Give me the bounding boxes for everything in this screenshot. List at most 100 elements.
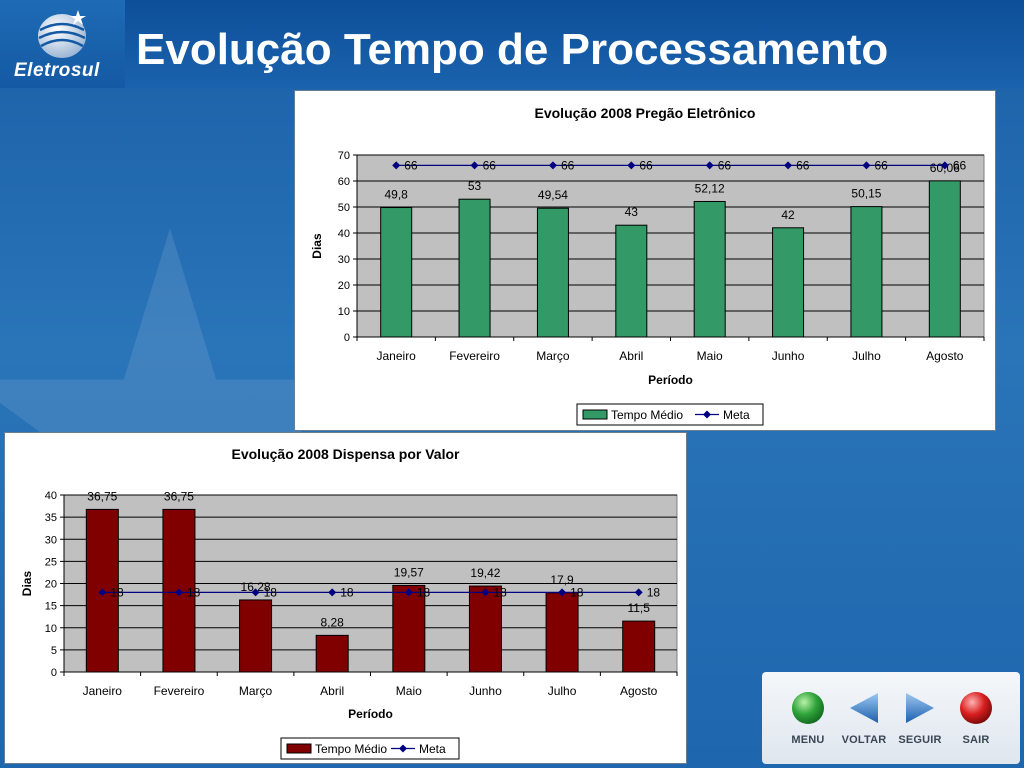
- bar-value-label: 17,9: [550, 573, 574, 587]
- y-tick-label: 10: [45, 623, 57, 635]
- y-tick-label: 60: [338, 176, 350, 188]
- x-tick-label: Março: [536, 349, 570, 363]
- y-tick-label: 10: [338, 306, 350, 318]
- bar-value-label: 16,28: [241, 580, 271, 594]
- x-tick-label: Abril: [320, 684, 344, 698]
- bar: [239, 599, 273, 673]
- x-tick-label: Junho: [772, 349, 805, 363]
- y-tick-label: 15: [45, 601, 57, 613]
- header-bar: Eletrosul Evolução Tempo de Processament…: [0, 0, 1024, 88]
- meta-value-label: 18: [493, 585, 507, 599]
- red-ball-icon: [960, 692, 992, 724]
- globe-icon: [38, 10, 86, 58]
- bar-value-label: 19,42: [470, 566, 500, 580]
- x-tick-label: Abril: [619, 349, 643, 363]
- triangle-right-icon: [906, 693, 934, 723]
- chart-pregao: Evolução 2008 Pregão Eletrônico 0 10 20 30 40…: [310, 105, 985, 426]
- legend-label-bar: Tempo Médio: [611, 408, 683, 422]
- legend-swatch-bar: [286, 743, 312, 754]
- bar-value-label: 52,12: [695, 181, 725, 195]
- meta-value-label: 18: [187, 585, 201, 599]
- meta-value-label: 18: [570, 585, 584, 599]
- y-tick-label: 20: [45, 579, 57, 591]
- x-tick-label: Julho: [852, 349, 881, 363]
- legend-swatch-marker: [399, 744, 407, 753]
- meta-value-label: 66: [796, 158, 810, 172]
- bar: [458, 198, 491, 338]
- y-tick-label: 30: [45, 534, 57, 546]
- y-tick-label: 30: [338, 254, 350, 266]
- legend-box: [576, 403, 764, 426]
- meta-point: [548, 161, 557, 170]
- chart-title: Evolução 2008 Pregão Eletrônico: [535, 105, 756, 121]
- meta-point: [627, 161, 636, 170]
- x-tick-label: Janeiro: [377, 349, 417, 363]
- meta-point: [481, 588, 490, 597]
- x-tick-label: Agosto: [620, 684, 658, 698]
- y-tick-label: 50: [338, 202, 350, 214]
- bar: [928, 180, 961, 338]
- bar-value-label: 43: [625, 205, 639, 219]
- bar: [392, 584, 426, 673]
- logo: Eletrosul: [0, 0, 125, 88]
- exit-button[interactable]: SAIR: [946, 690, 1006, 750]
- forward-label: SEGUIR: [898, 734, 942, 746]
- bar-value-label: 53: [468, 179, 482, 193]
- legend-swatch-marker: [703, 410, 711, 419]
- meta-value-label: 18: [110, 585, 124, 599]
- meta-value-label: 18: [264, 585, 278, 599]
- y-axis-label: Dias: [20, 571, 34, 597]
- bar: [693, 200, 726, 338]
- chart-dispensa: Evolução 2008 Dispensa por Valor 0 5 10 15 20…: [20, 446, 678, 760]
- legend-label-bar: Tempo Médio: [315, 742, 387, 756]
- y-tick-label: 5: [51, 645, 57, 657]
- y-tick-label: 35: [45, 512, 57, 524]
- bar: [850, 206, 883, 338]
- y-tick-label: 20: [338, 280, 350, 292]
- plot-area: [356, 154, 985, 338]
- y-tick-label: 0: [51, 667, 57, 679]
- meta-point: [98, 588, 107, 597]
- y-tick-label: 40: [338, 228, 350, 240]
- bar-value-label: 42: [781, 208, 795, 222]
- y-tick-label: 70: [338, 150, 350, 162]
- x-tick-label: Junho: [469, 684, 502, 698]
- menu-button[interactable]: MENU: [778, 690, 838, 750]
- meta-point: [470, 161, 479, 170]
- legend-swatch-bar: [582, 409, 608, 420]
- x-tick-label: Agosto: [926, 349, 964, 363]
- meta-value-label: 18: [340, 585, 354, 599]
- meta-point: [634, 588, 643, 597]
- bar-value-label: 11,5: [627, 601, 650, 615]
- bar-value-label: 36,75: [87, 489, 117, 503]
- forward-button[interactable]: SEGUIR: [890, 690, 950, 750]
- chart-title: Evolução 2008 Dispensa por Valor: [232, 446, 461, 462]
- meta-point: [392, 161, 401, 170]
- meta-value-label: 66: [483, 158, 497, 172]
- legend-box: [280, 737, 460, 760]
- bar: [772, 227, 805, 338]
- chart-pregao-panel: Evolução 2008 Pregão Eletrônico 0 10 20 30 40…: [294, 90, 996, 431]
- bar: [315, 634, 349, 673]
- meta-value-label: 66: [639, 158, 653, 172]
- meta-value-label: 66: [718, 158, 732, 172]
- back-button[interactable]: VOLTAR: [834, 690, 894, 750]
- x-tick-label: Maio: [396, 684, 422, 698]
- chart-dispensa-panel: Evolução 2008 Dispensa por Valor 0 5 10 15 20…: [4, 432, 687, 764]
- meta-value-label: 66: [953, 158, 967, 172]
- meta-value-label: 66: [874, 158, 888, 172]
- bar: [622, 620, 656, 673]
- bar-value-label: 8,28: [321, 615, 345, 629]
- navigation-panel: MENU VOLTAR SEGUIR SAIR: [762, 672, 1020, 764]
- meta-point: [784, 161, 793, 170]
- meta-value-label: 18: [417, 585, 431, 599]
- x-tick-label: Março: [239, 684, 273, 698]
- meta-point: [404, 588, 413, 597]
- bar: [545, 592, 579, 673]
- bar: [468, 585, 502, 673]
- green-ball-icon: [792, 692, 824, 724]
- back-label: VOLTAR: [841, 734, 887, 746]
- bar-value-label: 36,75: [164, 489, 194, 503]
- bar-value-label: 19,57: [394, 565, 424, 579]
- bar-value-label: 49,54: [538, 188, 568, 202]
